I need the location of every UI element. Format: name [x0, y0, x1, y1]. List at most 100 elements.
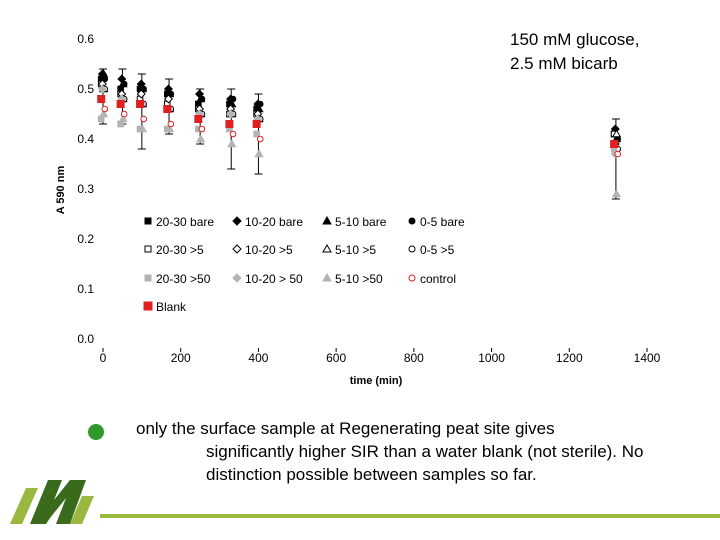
data-point	[164, 124, 175, 133]
data-point	[140, 85, 147, 93]
legend-marker	[322, 215, 332, 225]
data-point	[198, 95, 206, 103]
x-tick-label: 0	[100, 351, 107, 365]
y-tick-label: 0.3	[77, 182, 94, 196]
legend-label: 0-5 >5	[420, 243, 455, 257]
data-point	[611, 129, 622, 138]
y-tick-label: 0.4	[77, 132, 94, 146]
x-tick-label: 1400	[634, 351, 661, 365]
logo-icon	[10, 480, 94, 524]
data-point	[116, 100, 125, 108]
note-line-1: only the surface sample at Regenerating …	[136, 419, 555, 438]
chart-axes: 0.0 0.1 0.2 0.3 0.4 0.5 0.6 0 200 400 600 800 1000 12…	[77, 32, 660, 365]
legend-label: 10-20 bare	[245, 215, 303, 229]
data-point	[611, 189, 622, 198]
legend-marker	[408, 217, 416, 225]
data-point	[163, 105, 172, 113]
data-point	[101, 105, 109, 113]
series-5-10-50	[98, 109, 622, 198]
legend-label: 5-10 >50	[335, 272, 383, 286]
data-point	[227, 139, 237, 148]
data-point	[120, 110, 128, 118]
legend-label: 10-20 >5	[245, 243, 293, 257]
x-axis-label: time (min)	[350, 375, 403, 387]
series-0-5-5	[101, 85, 622, 153]
legend-marker	[144, 245, 152, 253]
data-point	[614, 150, 622, 158]
data-point	[167, 90, 175, 98]
legend-label: 20-30 >50	[156, 272, 211, 286]
legend-marker	[408, 245, 416, 253]
series-5-10-bare	[98, 69, 622, 143]
legend-label: 5-10 >5	[335, 243, 376, 257]
x-tick-label: 400	[248, 351, 268, 365]
data-point	[167, 120, 175, 128]
legend-marker	[143, 301, 153, 311]
data-point	[120, 80, 128, 88]
series-10-20-bare	[97, 69, 620, 134]
footer-line	[100, 514, 720, 518]
legend-label: Blank	[156, 300, 187, 314]
x-tick-label: 800	[404, 351, 424, 365]
legend-marker	[144, 217, 152, 225]
data-point	[196, 134, 206, 143]
y-tick-label: 0.6	[77, 32, 94, 46]
data-point	[163, 94, 173, 104]
chart-annotation: 150 mM glucose, 2.5 mM bicarb	[510, 30, 640, 73]
note-continuation: significantly higher SIR than a water bl…	[206, 442, 644, 484]
data-points	[97, 69, 622, 198]
data-point	[229, 130, 237, 138]
x-tick-label: 1000	[478, 351, 505, 365]
series-10-20-5	[97, 79, 620, 149]
x-tick-label: 1200	[556, 351, 583, 365]
legend-label: 20-30 bare	[156, 215, 214, 229]
legend-label: 0-5 bare	[420, 215, 465, 229]
series-10-20-50	[97, 84, 620, 159]
chart: 0.0 0.1 0.2 0.3 0.4 0.5 0.6 0 200 400 600 800 1000 12…	[55, 32, 661, 387]
data-point	[98, 109, 109, 118]
y-axis-label: A 590 nm	[55, 166, 67, 215]
legend-marker	[232, 244, 242, 254]
data-point	[225, 120, 234, 128]
legend-label: 10-20 > 50	[245, 272, 303, 286]
y-tick-label: 0.2	[77, 232, 94, 246]
series-0-5-bare	[101, 75, 622, 143]
legend-label: control	[420, 272, 456, 286]
data-point	[137, 124, 148, 133]
data-point	[136, 100, 145, 108]
data-point	[226, 109, 236, 119]
legend-marker	[408, 274, 416, 282]
data-point	[254, 149, 264, 158]
data-point	[229, 95, 237, 103]
series-5-10-5	[98, 84, 622, 138]
legend-marker	[322, 272, 332, 282]
data-point	[256, 100, 264, 108]
data-point	[610, 140, 619, 148]
legend-marker	[232, 216, 242, 226]
legend: 20-30 bare 10-20 bare 5-10 bare 0-5 bare 20-…	[143, 215, 465, 314]
series-blank	[97, 95, 619, 148]
series-control	[101, 105, 622, 158]
series-20-30-5	[97, 80, 618, 138]
legend-marker	[144, 274, 152, 282]
legend-marker	[232, 273, 242, 283]
y-tick-label: 0.1	[77, 282, 94, 296]
data-point	[97, 95, 106, 103]
x-tick-label: 600	[326, 351, 346, 365]
y-tick-label: 0.0	[77, 332, 94, 346]
data-point	[136, 89, 146, 99]
data-point	[256, 135, 264, 143]
note-text: only the surface sample at Regenerating …	[136, 417, 666, 486]
series-20-30-bare	[97, 75, 618, 138]
bullet-icon	[88, 424, 104, 440]
data-point	[101, 75, 109, 83]
x-tick-label: 200	[171, 351, 191, 365]
y-tick-label: 0.5	[77, 82, 94, 96]
data-point	[198, 125, 206, 133]
legend-label: 5-10 bare	[335, 215, 387, 229]
legend-marker	[322, 243, 332, 253]
data-point	[118, 114, 128, 123]
error-bars	[99, 68, 620, 200]
series-20-30-50	[97, 115, 618, 153]
data-point	[253, 130, 260, 138]
